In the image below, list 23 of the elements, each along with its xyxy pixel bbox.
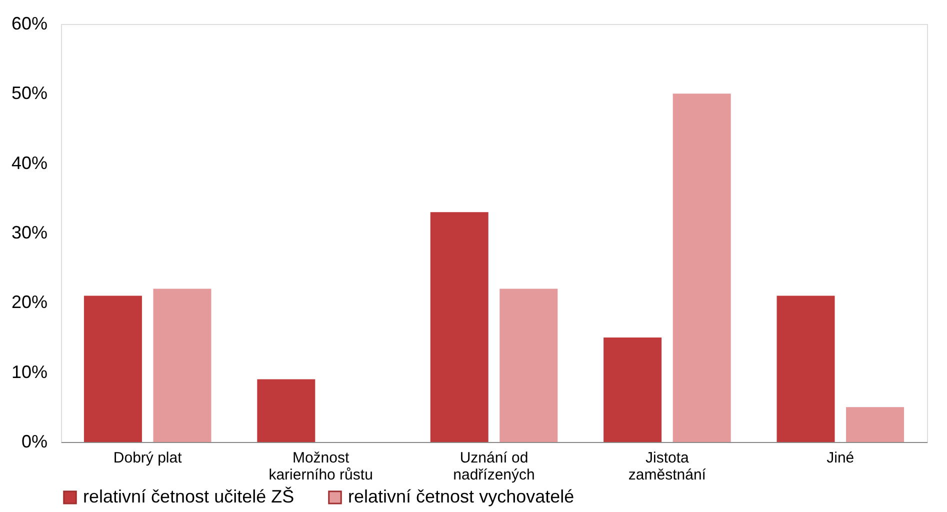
legend-label: relativní četnost vychovatelé bbox=[348, 486, 574, 506]
y-tick-label: 20% bbox=[11, 292, 48, 312]
y-tick-label: 60% bbox=[11, 14, 48, 34]
legend-label: relativní četnost učitelé ZŠ bbox=[83, 486, 294, 506]
bar bbox=[84, 296, 142, 442]
y-tick-label: 10% bbox=[11, 362, 48, 382]
bar bbox=[500, 288, 558, 442]
y-tick-label: 50% bbox=[11, 83, 48, 104]
bar bbox=[430, 212, 488, 442]
bar bbox=[846, 407, 904, 442]
y-tick-label: 30% bbox=[11, 222, 48, 242]
bar bbox=[257, 379, 316, 442]
y-tick-label: 40% bbox=[11, 152, 48, 173]
x-tick-label: Jistota zaměstnání bbox=[628, 450, 707, 484]
bar bbox=[776, 296, 835, 442]
bar bbox=[604, 338, 662, 442]
bar bbox=[153, 288, 212, 442]
x-tick-label: Uznání od nadřízených bbox=[453, 450, 535, 484]
x-tick-label: Dobrý plat bbox=[113, 450, 183, 466]
y-tick-label: 0% bbox=[21, 432, 48, 452]
x-tick-label: Možnost karierního růstu bbox=[268, 450, 373, 484]
bar bbox=[672, 94, 731, 442]
x-tick-label: Jiné bbox=[826, 450, 854, 466]
